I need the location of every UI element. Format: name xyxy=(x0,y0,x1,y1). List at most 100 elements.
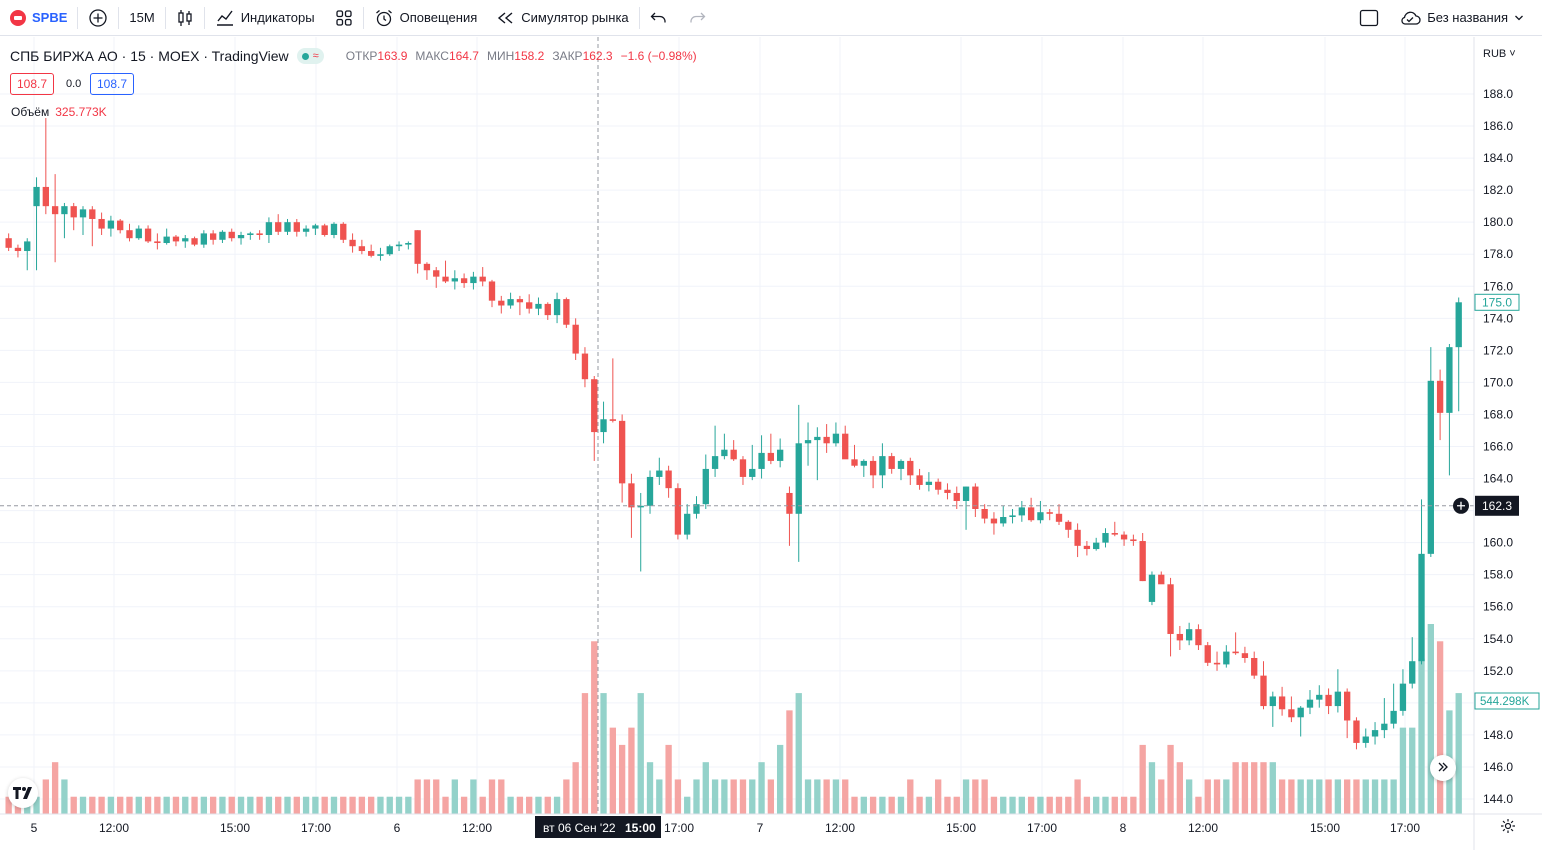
save-layout-button[interactable]: Без названия xyxy=(1389,0,1542,36)
time-tick-label: 12:00 xyxy=(462,821,492,835)
volume-bar xyxy=(1306,779,1314,814)
candle-body xyxy=(842,433,849,460)
candle-body xyxy=(1316,694,1323,700)
symbol-title[interactable]: СПБ БИРЖА АО · 15 · MOEX · TradingView xyxy=(10,48,289,64)
volume-bar xyxy=(1213,779,1221,814)
interval-button[interactable]: 15М xyxy=(119,0,164,36)
volume-bar xyxy=(488,779,496,814)
candle-body xyxy=(1362,736,1369,743)
market-status-pill[interactable]: ≈ xyxy=(296,48,324,64)
volume-bar xyxy=(767,779,775,814)
volume-bar xyxy=(98,796,105,814)
volume-bar xyxy=(1167,744,1174,814)
candle-body xyxy=(516,299,524,303)
candle-body xyxy=(1390,710,1397,724)
chart-grid xyxy=(0,37,1474,814)
volume-bar xyxy=(1232,762,1239,814)
candle-body xyxy=(646,476,654,506)
candle-body xyxy=(107,220,115,229)
candle-body xyxy=(860,460,867,466)
price-chart[interactable]: RUB ˅144.0146.0148.0150.0152.0154.0156.0… xyxy=(0,37,1542,850)
candle-body xyxy=(981,508,988,519)
sell-price-box[interactable]: 108.7 xyxy=(10,73,55,95)
alerts-button[interactable]: Оповещения xyxy=(364,0,488,36)
tradingview-logo-icon[interactable] xyxy=(8,778,38,808)
volume-bar xyxy=(786,710,793,814)
volume-bar xyxy=(935,779,942,814)
grid-icon xyxy=(335,9,353,27)
candle-body xyxy=(553,299,561,316)
candle-body xyxy=(721,449,728,457)
candle-body xyxy=(563,299,570,325)
volume-bar xyxy=(89,796,96,814)
volume-legend: Объём 325.773K xyxy=(11,105,107,119)
candle-body xyxy=(1399,683,1407,711)
volume-bar xyxy=(739,779,747,814)
volume-bar xyxy=(33,796,40,814)
candle-body xyxy=(275,222,282,232)
separator xyxy=(118,6,120,29)
candle-body xyxy=(405,243,412,245)
compare-button[interactable] xyxy=(78,0,118,36)
low-value: 158.2 xyxy=(514,49,545,63)
candle-body xyxy=(1251,658,1258,676)
candle-body xyxy=(488,281,496,301)
candle-body xyxy=(237,235,245,239)
candle-body xyxy=(507,299,514,306)
undo-button[interactable] xyxy=(640,0,678,36)
indicators-button[interactable]: Индикаторы xyxy=(205,0,325,36)
candle-body xyxy=(172,236,180,242)
plus-circle-icon xyxy=(88,8,108,28)
candle-body xyxy=(330,223,338,235)
volume-bar xyxy=(61,779,68,814)
replay-button[interactable]: Симулятор рынка xyxy=(487,0,638,36)
indicators-label: Индикаторы xyxy=(240,10,315,25)
candle-body xyxy=(1120,534,1128,540)
volume-bar xyxy=(1009,796,1016,814)
redo-button[interactable] xyxy=(678,0,716,36)
wave-icon: ≈ xyxy=(312,50,319,62)
fullscreen-button[interactable] xyxy=(1349,0,1389,36)
volume-bar xyxy=(526,796,533,814)
volume-bar xyxy=(879,796,886,814)
volume-bar xyxy=(265,796,273,814)
volume-value: 325.773K xyxy=(55,105,107,119)
time-tick-label: 15:00 xyxy=(1310,821,1340,835)
volume-bar xyxy=(284,796,291,814)
candle-body xyxy=(1158,574,1165,585)
volume-bar xyxy=(79,796,87,814)
candle-body xyxy=(600,419,607,433)
volume-bar xyxy=(1390,779,1397,814)
candle-body xyxy=(247,233,254,235)
candle-body xyxy=(544,303,551,316)
candle-body xyxy=(907,460,914,476)
candle-body xyxy=(1083,545,1091,550)
volume-bar xyxy=(851,796,858,814)
volume-bar xyxy=(1436,641,1444,814)
volume-bar xyxy=(5,796,12,814)
volume-bar xyxy=(349,796,356,814)
time-tick-label: 6 xyxy=(394,821,401,835)
volume-bar xyxy=(1344,779,1351,814)
candle-body xyxy=(1027,507,1035,521)
settings-gear-icon[interactable] xyxy=(1500,818,1516,839)
candle-body xyxy=(693,504,700,514)
price-tick-label: 186.0 xyxy=(1483,119,1513,133)
volume-bar xyxy=(479,796,486,814)
cloud-check-icon xyxy=(1399,10,1421,26)
candle-body xyxy=(1278,696,1286,710)
candle-body xyxy=(935,481,942,490)
buy-price-box[interactable]: 108.7 xyxy=(90,73,135,95)
layouts-button[interactable] xyxy=(325,0,363,36)
chart-type-button[interactable] xyxy=(166,0,204,36)
candle-body xyxy=(990,518,998,524)
volume-bar xyxy=(386,796,393,814)
symbol-search[interactable]: SPBE xyxy=(0,0,77,36)
cursor-price-box xyxy=(1475,495,1519,516)
volume-bar xyxy=(618,744,626,814)
separator xyxy=(77,6,79,29)
scroll-to-realtime-button[interactable] xyxy=(1430,755,1456,781)
volume-bar xyxy=(916,796,923,814)
volume-bar xyxy=(191,796,198,814)
volume-bar xyxy=(237,796,245,814)
